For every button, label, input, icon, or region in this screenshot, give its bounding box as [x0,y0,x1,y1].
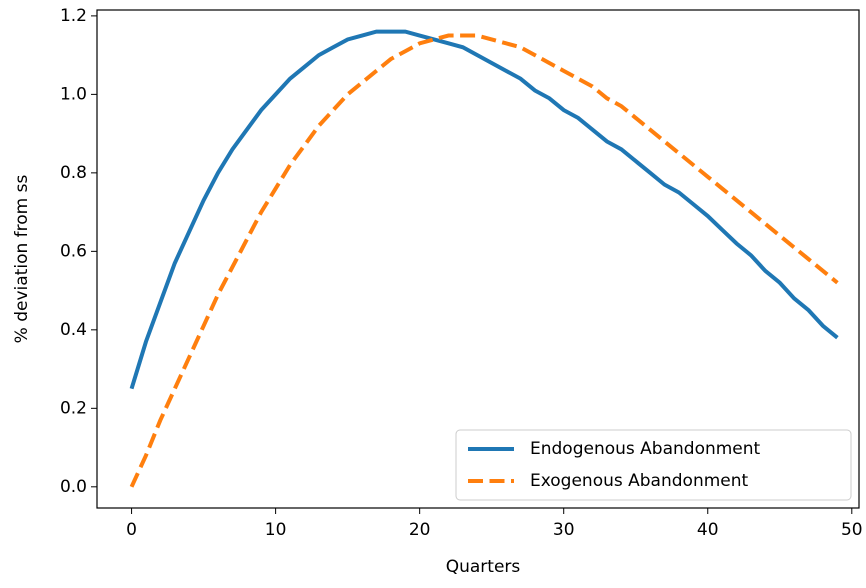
x-axis-label: Quarters [446,557,521,577]
y-axis-label: % deviation from ss [12,175,32,344]
y-tick-label: 0.8 [60,163,87,183]
legend-box [455,429,852,501]
y-tick-label: 0.4 [60,320,87,340]
x-tick-label: 0 [126,520,137,540]
x-tick-label: 40 [697,520,719,540]
plot-frame [96,9,860,509]
legend: Endogenous Abandonment Exogenous Abandonm… [455,429,852,501]
legend-label: Exogenous Abandonment [530,471,749,491]
y-tick-label: 0.6 [60,241,87,261]
series-line [129,29,839,390]
series-line [129,33,839,488]
y-tick-label: 1.2 [60,6,87,26]
x-tick-label: 50 [841,520,863,540]
y-tick-label: 0.0 [60,477,87,497]
y-tick-label: 0.2 [60,398,87,418]
x-tick-label: 10 [265,520,287,540]
y-tick-label: 1.0 [60,84,87,104]
legend-label: Endogenous Abandonment [530,439,761,459]
x-tick-label: 30 [553,520,575,540]
x-tick-label: 20 [409,520,431,540]
